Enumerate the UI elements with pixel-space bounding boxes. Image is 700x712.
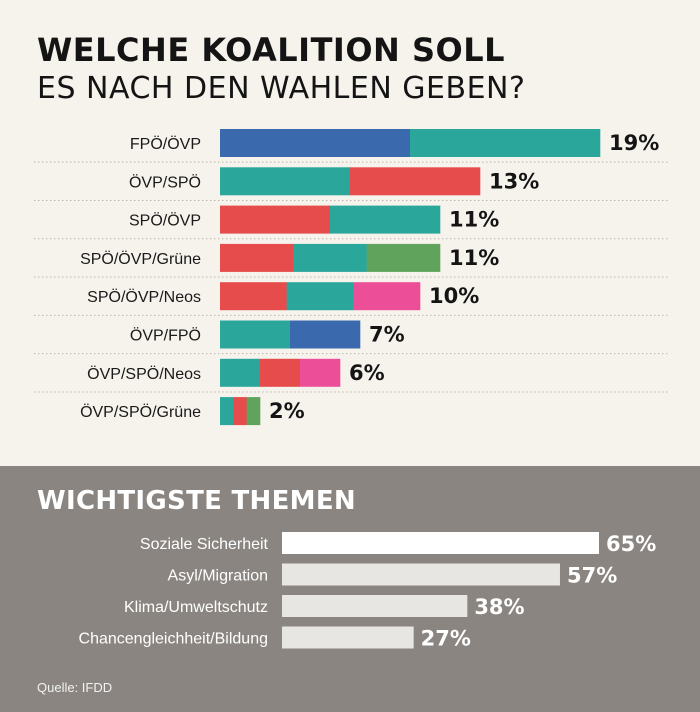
category-label: SPÖ/ÖVP/Neos (87, 288, 201, 306)
chart-title-line-2: ES NACH DEN WAHLEN GEBEN? (37, 71, 526, 106)
bar-segment-ovp (220, 167, 351, 196)
theme-value-label: 57% (567, 564, 617, 588)
bar-segment-spo (220, 205, 331, 234)
theme-value-label: 38% (474, 595, 524, 619)
category-label: ÖVP/SPÖ (129, 173, 201, 191)
bar-segment-neos (353, 282, 421, 311)
source-note: Quelle: IFDD (37, 680, 113, 695)
category-label: FPÖ/ÖVP (130, 135, 201, 153)
bar-segment-gruene (246, 397, 261, 426)
bar-segment-ovp (330, 205, 441, 234)
bar-segment-ovp (220, 320, 291, 349)
theme-value-label: 65% (606, 532, 656, 556)
theme-label: Klima/Umweltschutz (124, 599, 268, 616)
bar-segment-ovp (286, 282, 354, 311)
bar-segment-neos (300, 358, 341, 387)
value-label: 2% (269, 399, 305, 423)
bar-segment-ovp (410, 129, 601, 157)
chart-title-line-1: WELCHE KOALITION SOLL (37, 31, 505, 69)
coalition-bar-chart: FPÖ/ÖVP 19% ÖVP/SPÖ 13% SPÖ/ÖVP 11% SPÖ/ÖVP/Gr… (34, 129, 668, 426)
bar-segment-ovp (293, 243, 367, 272)
value-label: 19% (609, 131, 659, 155)
value-label: 6% (349, 361, 385, 385)
theme-label: Chancengleichheit/Bildung (79, 631, 268, 648)
themes-section: WICHTIGSTE THEMEN Soziale Sicherheit 65% A… (0, 466, 700, 712)
bar-segment-ovp (220, 397, 234, 426)
bar-segment-spo (233, 397, 247, 426)
value-label: 11% (449, 246, 499, 270)
value-label: 11% (449, 208, 499, 232)
category-label: SPÖ/ÖVP/Grüne (80, 250, 201, 268)
category-label: ÖVP/FPÖ (130, 327, 201, 345)
theme-bar (282, 532, 599, 554)
value-label: 7% (369, 323, 405, 347)
value-label: 13% (489, 169, 539, 193)
bar-segment-ovp (220, 358, 261, 387)
theme-bar (282, 563, 560, 586)
category-label: SPÖ/ÖVP (129, 212, 201, 230)
bar-segment-gruene (366, 243, 441, 272)
bar-segment-spo (220, 243, 294, 272)
themes-title: WICHTIGSTE THEMEN (37, 486, 356, 516)
theme-label: Asyl/Migration (168, 568, 268, 585)
coalition-section: WELCHE KOALITION SOLL ES NACH DEN WAHLEN… (34, 31, 668, 426)
category-label: ÖVP/SPÖ/Neos (87, 365, 201, 383)
themes-bar-chart: Soziale Sicherheit 65% Asyl/Migration 57% Kl… (79, 532, 656, 651)
bar-segment-fpo (220, 129, 411, 157)
category-label: ÖVP/SPÖ/Grüne (80, 403, 201, 421)
bar-segment-spo (260, 358, 301, 387)
value-label: 10% (429, 284, 479, 308)
theme-bar (282, 595, 468, 617)
bar-segment-fpo (290, 320, 361, 349)
bar-segment-spo (220, 282, 287, 311)
theme-bar (282, 626, 414, 649)
bar-segment-spo (350, 167, 481, 196)
theme-label: Soziale Sicherheit (140, 536, 269, 553)
theme-value-label: 27% (421, 627, 471, 651)
